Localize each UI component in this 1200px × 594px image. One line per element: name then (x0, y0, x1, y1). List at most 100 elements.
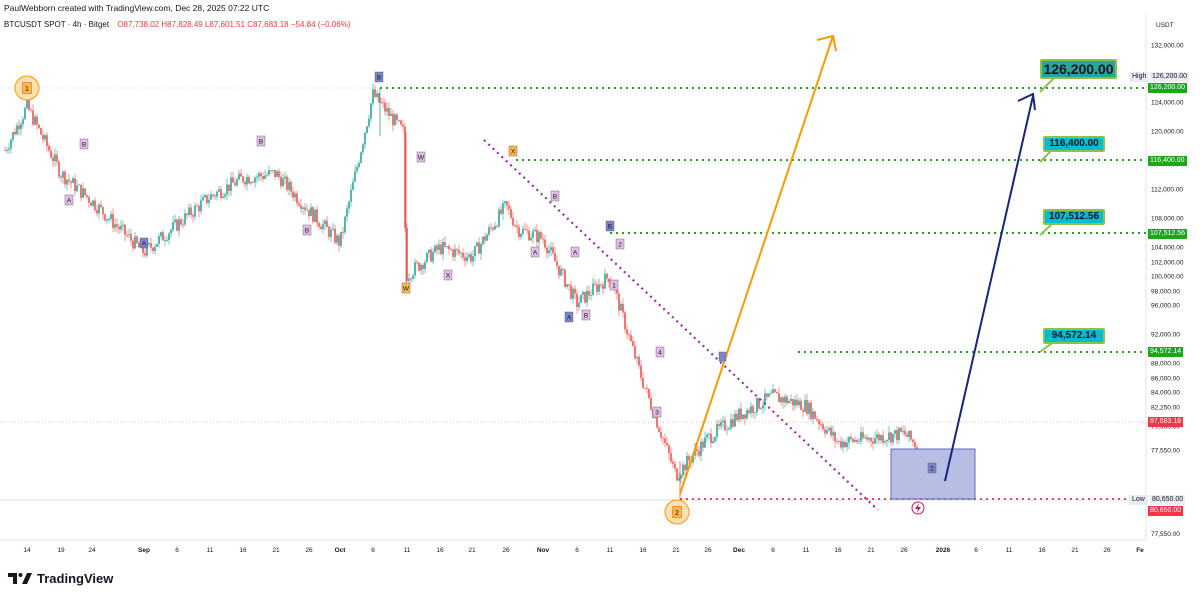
candle-body (250, 182, 252, 184)
target-callout-94572[interactable]: 94,572.14 (1043, 328, 1105, 344)
wave-label-a3[interactable]: A (533, 250, 538, 257)
time-tick-label: 14 (23, 547, 31, 554)
candle-body (582, 291, 584, 295)
candle-body (846, 442, 848, 448)
wave-label-a5[interactable]: A (567, 315, 572, 322)
symbol-name[interactable]: BTCUSDT SPOT · 4h · Bitget (4, 20, 110, 29)
target-callout-116400[interactable]: 116,400.00 (1043, 136, 1105, 152)
time-tick-label: 11 (607, 547, 614, 554)
wave-label-a2[interactable]: A (142, 241, 147, 248)
time-tick-label: 11 (803, 547, 810, 554)
candle-body (128, 234, 130, 236)
wave-label-a1[interactable]: A (67, 198, 72, 205)
candle-body (26, 99, 28, 108)
candle-body (126, 234, 128, 236)
candle-body (642, 377, 644, 388)
time-tick-label: 21 (867, 547, 875, 554)
wave-label-n2[interactable]: 2 (618, 242, 622, 249)
candle-body (434, 245, 436, 253)
candle-body (792, 398, 794, 406)
candle-body (430, 249, 432, 262)
candle-body (34, 116, 36, 125)
candle-body (864, 437, 866, 439)
candle-body (780, 397, 782, 403)
drawing-overlays (0, 34, 1146, 515)
candle-body (542, 238, 544, 240)
candle-body (514, 225, 516, 227)
candle-body (360, 152, 362, 163)
wave-label-b4[interactable]: B (584, 313, 588, 320)
projection-arrow-orange[interactable] (679, 35, 834, 495)
candle-body (376, 93, 378, 97)
candle-body (440, 244, 442, 254)
candle-body (824, 429, 826, 434)
candle-body (848, 436, 850, 443)
wave-label-n3[interactable]: 3 (655, 410, 659, 417)
wave-labels: 1 2 B A B A B W W X X B A A A B B 2 1 4 3 2 B (14, 71, 937, 525)
wave-label-b5-box (605, 220, 615, 232)
wave-label-b2[interactable]: B (305, 228, 309, 235)
candle-body (210, 194, 212, 200)
candle-body (688, 456, 690, 461)
candle-body (650, 397, 652, 410)
symbol-legend[interactable]: BTCUSDT SPOT · 4h · Bitget O87,738.02 H8… (4, 18, 350, 32)
candle-body (318, 223, 320, 227)
candle-body (154, 246, 156, 251)
wave-label-b3[interactable]: B (553, 194, 557, 201)
wave-label-b1[interactable]: B (82, 142, 86, 149)
candle-body (150, 243, 152, 248)
time-tick-label: 24 (88, 547, 96, 554)
candle-body (912, 439, 914, 443)
candle-body (916, 447, 918, 449)
wave-label-w-box (416, 151, 426, 163)
candle-body (148, 243, 150, 245)
wave-label-a4[interactable]: A (573, 250, 578, 257)
wave-label-b_top[interactable]: B (377, 75, 381, 82)
accumulation-zone-box[interactable] (890, 448, 976, 500)
candle-body (180, 219, 182, 225)
wave-label-x2[interactable]: X (446, 273, 451, 280)
candle-body (86, 195, 88, 197)
candle-body (784, 396, 786, 403)
candle-body (306, 209, 308, 211)
target-callout-107512[interactable]: 107,512.56 (1043, 209, 1105, 225)
wave-label-n3-box (652, 406, 662, 418)
candle-body (222, 196, 224, 198)
wave-label-w_low[interactable]: W (403, 286, 410, 293)
wave-label-w[interactable]: W (418, 155, 425, 162)
wave-label-1[interactable]: 1 (25, 86, 29, 93)
candle-body (586, 290, 588, 303)
candle-body (330, 229, 332, 238)
candle-body (290, 182, 292, 192)
candle-body (468, 254, 470, 257)
wave-label-n4[interactable]: 4 (658, 350, 662, 357)
time-tick-label: 21 (672, 547, 680, 554)
candle-body (838, 440, 840, 442)
candle-body (488, 227, 490, 235)
candle-body (84, 188, 86, 196)
wave-label-box2[interactable]: 2 (930, 466, 934, 473)
tradingview-footer[interactable]: TradingView (8, 568, 113, 588)
candle-body (816, 418, 818, 421)
candle-body (370, 103, 372, 119)
downtrend-line[interactable] (483, 139, 879, 511)
candle-body (822, 424, 824, 430)
target-callout-126200[interactable]: 126,200.00 (1040, 59, 1117, 79)
price-tick-label: 132,000.00 (1151, 43, 1184, 50)
projection-arrow-navy[interactable] (944, 95, 1034, 482)
candle-body (198, 205, 200, 212)
candle-body (274, 170, 276, 177)
wave-label-b5[interactable]: B (608, 224, 612, 231)
wave-label-b2[interactable]: B (259, 139, 263, 146)
open-value: O87,738.02 (117, 20, 160, 29)
candle-body (498, 209, 500, 227)
candle-body (450, 249, 452, 250)
candle-body (350, 189, 352, 202)
wave-label-x1[interactable]: X (511, 149, 516, 156)
wave-label-2[interactable]: 2 (675, 510, 679, 517)
candle-body (684, 464, 686, 471)
wave-label-n1[interactable]: 1 (612, 283, 616, 290)
candle-body (558, 265, 560, 276)
high-marker-value: 126,200.00 (1150, 72, 1190, 82)
